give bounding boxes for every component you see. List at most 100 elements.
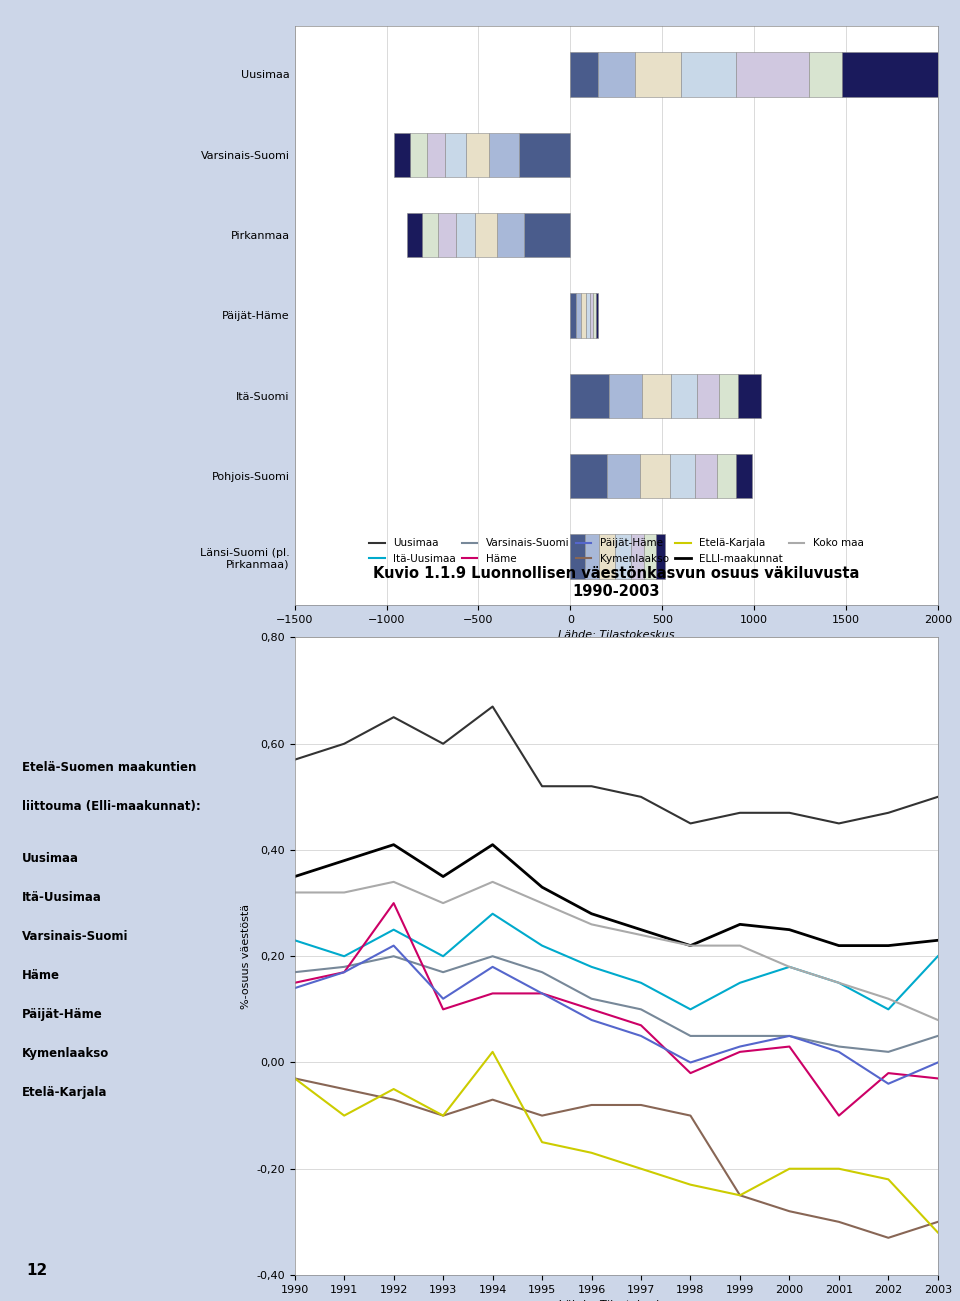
Kymenlaakso — [586, 1097, 597, 1112]
ELLI-maakunnat — [487, 837, 498, 852]
Häme — [684, 1066, 696, 1081]
ELLI-maakunnat — [586, 905, 597, 921]
Koko maa — [487, 874, 498, 890]
Varsinais-Suomi — [932, 1028, 944, 1043]
Koko maa — [684, 938, 696, 954]
Itä-Uusimaa — [734, 974, 746, 990]
ELLI-maakunnat — [289, 869, 300, 885]
Line: Varsinais-Suomi: Varsinais-Suomi — [295, 956, 938, 1051]
Koko maa — [932, 1012, 944, 1028]
Kymenlaakso — [438, 1107, 449, 1123]
Varsinais-Suomi — [289, 964, 300, 980]
Uusimaa — [636, 788, 647, 804]
ELLI-maakunnat — [932, 933, 944, 948]
Itä-Uusimaa — [586, 959, 597, 974]
Varsinais-Suomi — [537, 964, 548, 980]
Uusimaa — [932, 788, 944, 804]
Bar — [607, 454, 640, 498]
ELLI-maakunnat — [882, 938, 894, 954]
Bar — [570, 52, 598, 96]
Koko maa — [289, 885, 300, 900]
Häme — [882, 1066, 894, 1081]
Text: Uusimaa: Uusimaa — [22, 852, 79, 865]
Uusimaa — [289, 752, 300, 768]
Häme — [783, 1038, 795, 1054]
Päijät-Häme — [438, 991, 449, 1007]
Bar — [410, 133, 427, 177]
Bar — [644, 535, 656, 579]
Etelä-Karjala — [833, 1160, 845, 1176]
Line: Koko maa: Koko maa — [295, 882, 938, 1020]
Päijät-Häme — [932, 1055, 944, 1071]
Kymenlaakso — [684, 1107, 696, 1123]
Uusimaa — [833, 816, 845, 831]
Varsinais-Suomi — [882, 1043, 894, 1059]
Etelä-Karjala — [438, 1107, 449, 1123]
Itä-Uusimaa — [783, 959, 795, 974]
Itä-Uusimaa — [438, 948, 449, 964]
Varsinais-Suomi — [783, 1028, 795, 1043]
Bar — [445, 133, 466, 177]
Etelä-Karjala — [783, 1160, 795, 1176]
ELLI-maakunnat — [684, 938, 696, 954]
Koko maa — [537, 895, 548, 911]
Uusimaa — [537, 778, 548, 794]
Itä-Uusimaa — [684, 1002, 696, 1017]
Päijät-Häme — [882, 1076, 894, 1092]
Varsinais-Suomi — [339, 959, 350, 974]
Etelä-Karjala — [487, 1043, 498, 1059]
Bar — [737, 373, 761, 418]
Uusimaa — [388, 709, 399, 725]
Text: Varsinais-Suomi: Varsinais-Suomi — [22, 930, 129, 943]
Koko maa — [388, 874, 399, 890]
Bar — [570, 373, 609, 418]
ELLI-maakunnat — [537, 879, 548, 895]
Text: Etelä-Suomen maakuntien: Etelä-Suomen maakuntien — [22, 761, 197, 774]
Text: Kymenlaakso: Kymenlaakso — [22, 1047, 109, 1060]
Bar — [695, 454, 717, 498]
Päijät-Häme — [783, 1028, 795, 1043]
Text: liittouma (Elli-maakunnat):: liittouma (Elli-maakunnat): — [22, 800, 201, 813]
ELLI-maakunnat — [438, 869, 449, 885]
Bar — [735, 52, 809, 96]
Häme — [438, 1002, 449, 1017]
Häme — [833, 1107, 845, 1123]
Line: Itä-Uusimaa: Itä-Uusimaa — [295, 913, 938, 1010]
Kymenlaakso — [388, 1092, 399, 1107]
Itä-Uusimaa — [289, 933, 300, 948]
Bar — [589, 294, 593, 337]
Text: Häme: Häme — [22, 969, 60, 982]
Bar — [596, 294, 598, 337]
Text: Päijät-Häme: Päijät-Häme — [22, 1008, 103, 1021]
Koko maa — [636, 928, 647, 943]
Etelä-Karjala — [339, 1107, 350, 1123]
Kymenlaakso — [783, 1203, 795, 1219]
Varsinais-Suomi — [586, 991, 597, 1007]
Bar — [615, 535, 631, 579]
Kymenlaakso — [734, 1188, 746, 1203]
Text: 12: 12 — [27, 1262, 48, 1278]
Varsinais-Suomi — [388, 948, 399, 964]
Bar — [576, 294, 582, 337]
Uusimaa — [783, 805, 795, 821]
Häme — [487, 986, 498, 1002]
Päijät-Häme — [289, 981, 300, 997]
Kymenlaakso — [487, 1092, 498, 1107]
Uusimaa — [586, 778, 597, 794]
Uusimaa — [487, 699, 498, 714]
Bar — [697, 373, 719, 418]
Bar — [570, 454, 607, 498]
Bar — [669, 454, 695, 498]
Bar — [631, 535, 644, 579]
Häme — [586, 1002, 597, 1017]
Bar — [717, 454, 735, 498]
Päijät-Häme — [833, 1043, 845, 1059]
Kymenlaakso — [339, 1081, 350, 1097]
Kymenlaakso — [833, 1214, 845, 1229]
Bar — [640, 454, 669, 498]
Kymenlaakso — [289, 1071, 300, 1086]
Kymenlaakso — [636, 1097, 647, 1112]
Itä-Uusimaa — [636, 974, 647, 990]
Bar — [466, 133, 490, 177]
Bar — [586, 294, 589, 337]
